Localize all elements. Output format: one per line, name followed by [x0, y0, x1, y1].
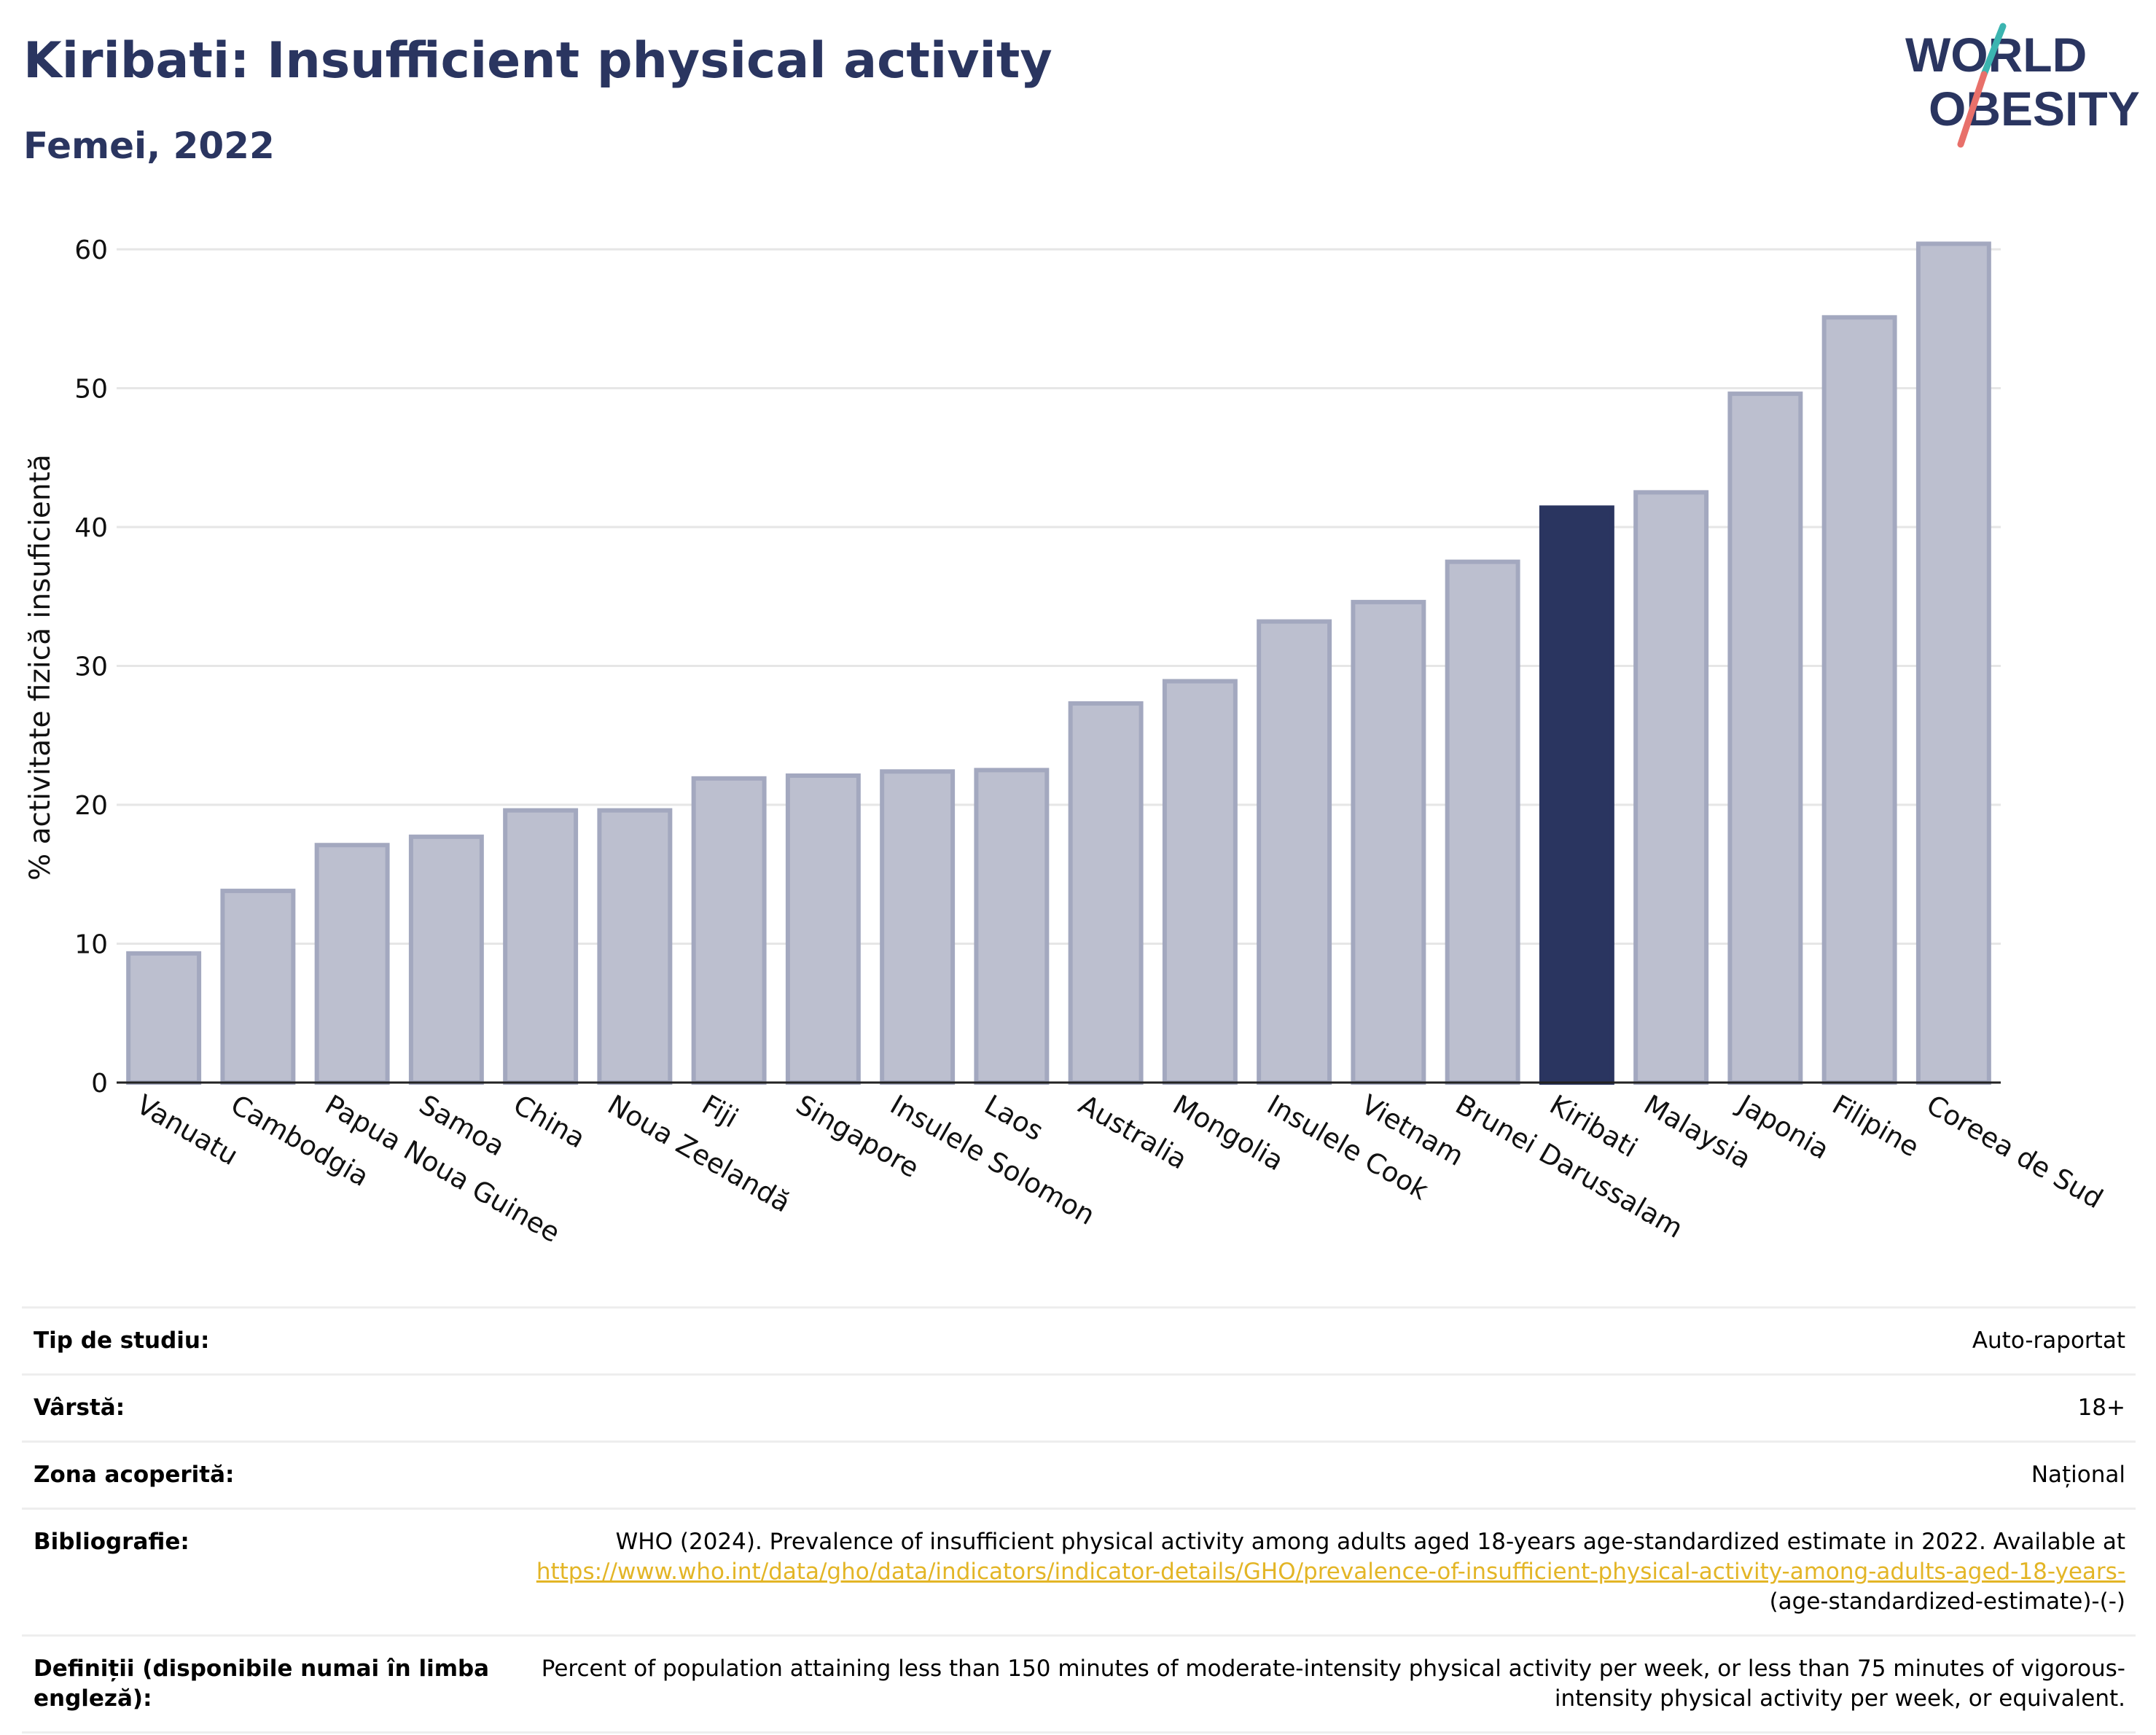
bar — [1068, 701, 1144, 1085]
bar-highlighted — [1539, 505, 1614, 1085]
x-tick-label: Laos — [979, 1089, 1048, 1147]
bar — [1727, 391, 1803, 1085]
info-row-definitions: Definiții (disponibile numai în limba en… — [22, 1634, 2136, 1734]
chart-title: Kiribati: Insufficient physical activity — [23, 32, 1052, 90]
y-tick-label: 20 — [74, 791, 108, 821]
y-tick-label: 60 — [74, 235, 108, 265]
x-tick-label: Filipine — [1827, 1089, 1925, 1163]
bibliography-link[interactable]: https://www.who.int/data/gho/data/indica… — [536, 1559, 2125, 1585]
bar — [503, 808, 579, 1085]
definitions-key: Definiții (disponibile numai în limba en… — [22, 1634, 500, 1734]
logo-line-obesity: OBESITY — [1929, 82, 2140, 136]
bar — [785, 773, 861, 1085]
bar — [1257, 619, 1332, 1085]
world-obesity-logo: WORLD OBESITY — [1905, 23, 2140, 148]
bar — [126, 951, 202, 1085]
y-tick-label: 0 — [91, 1069, 108, 1099]
y-axis-label: % activitate fizică insuficientă — [24, 454, 57, 881]
bar — [1633, 490, 1709, 1085]
info-value: 18+ — [500, 1373, 2136, 1442]
info-row: Tip de studiu: Auto-raportat — [22, 1306, 2136, 1375]
bar — [1162, 679, 1238, 1085]
bibliography-key: Bibliografie: — [22, 1508, 500, 1636]
info-row: Vârstă: 18+ — [22, 1373, 2136, 1442]
y-tick-label: 50 — [74, 375, 108, 405]
info-row-bibliography: Bibliografie: WHO (2024). Prevalence of i… — [22, 1508, 2136, 1636]
bar — [1351, 599, 1426, 1085]
bar — [1821, 315, 1897, 1085]
bar — [880, 769, 956, 1085]
y-axis-ticks: 0 10 20 30 40 50 60 — [74, 235, 108, 1099]
y-tick-label: 10 — [74, 930, 108, 960]
bar — [1915, 241, 1991, 1085]
bars — [126, 241, 1991, 1085]
info-row: Zona acoperită: Național — [22, 1440, 2136, 1509]
info-value: Național — [500, 1440, 2136, 1509]
grid-lines — [117, 248, 2001, 945]
y-tick-label: 30 — [74, 652, 108, 682]
x-tick-label: Australia — [1074, 1089, 1192, 1176]
bibliography-suffix: (age-standardized-estimate)-(-) — [1769, 1588, 2125, 1615]
chart-subtitle: Femei, 2022 — [23, 125, 275, 167]
x-tick-label: Insulele Cook — [1262, 1089, 1434, 1206]
x-tick-label: Noua Zeelandă — [602, 1089, 795, 1219]
bar — [408, 834, 484, 1085]
study-info-table: Tip de studiu: Auto-raportat Vârstă: 18+ Zon… — [22, 1306, 2136, 1734]
info-key: Vârstă: — [22, 1373, 500, 1442]
x-tick-label: China — [508, 1089, 590, 1155]
bar — [1445, 559, 1520, 1085]
info-value: Auto-raportat — [500, 1306, 2136, 1375]
bar — [974, 768, 1050, 1085]
x-tick-label: Coreea de Sud — [1921, 1089, 2108, 1215]
x-tick-label: Malaysia — [1639, 1089, 1757, 1175]
x-tick-label: Vanuatu — [131, 1089, 243, 1172]
info-key: Tip de studiu: — [22, 1306, 500, 1375]
logo-teal-slash — [1980, 23, 2007, 78]
bibliography-value: WHO (2024). Prevalence of insufficient p… — [500, 1508, 2136, 1636]
bibliography-text: WHO (2024). Prevalence of insufficient p… — [615, 1529, 2125, 1555]
bar — [220, 889, 296, 1085]
x-tick-label: Fiji — [697, 1089, 743, 1134]
info-key: Zona acoperită: — [22, 1440, 500, 1509]
y-tick-label: 40 — [74, 513, 108, 543]
bar — [597, 808, 673, 1085]
bar — [314, 843, 390, 1085]
logo-coral-slash — [1957, 71, 1988, 148]
definitions-value: Percent of population attaining less tha… — [500, 1634, 2136, 1734]
bar — [691, 776, 767, 1085]
